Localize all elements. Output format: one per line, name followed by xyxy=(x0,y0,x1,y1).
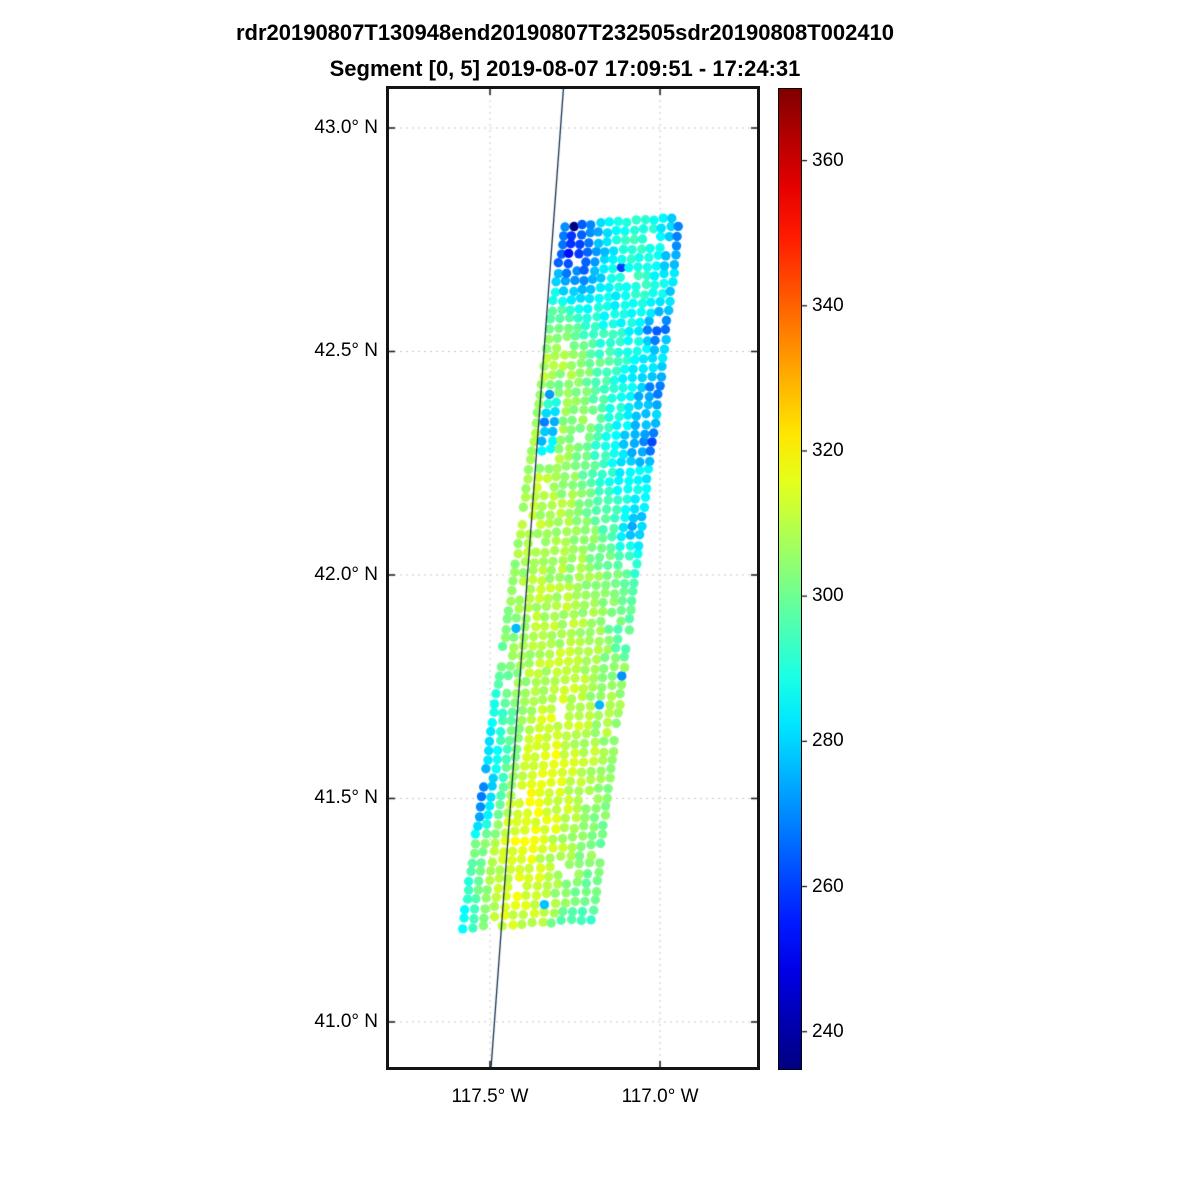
lat-tick-label: 41.5° N xyxy=(314,787,378,809)
colorbar-tick-label: 300 xyxy=(812,585,844,607)
colorbar xyxy=(778,88,802,1070)
lon-tick-label: 117.5° W xyxy=(451,1086,529,1107)
lon-tick-label: 117.0° W xyxy=(621,1086,699,1107)
lat-tick-label: 42.5° N xyxy=(314,340,378,362)
colorbar-tick-label: 280 xyxy=(812,730,844,752)
colorbar-tick-label: 320 xyxy=(812,439,844,461)
colorbar-tick-label: 260 xyxy=(812,875,844,897)
colorbar-tick-label: 340 xyxy=(812,294,844,316)
colorbar-tick-label: 240 xyxy=(812,1020,844,1042)
colorbar-tick-label: 360 xyxy=(812,149,844,171)
lat-tick-label: 42.0° N xyxy=(314,563,378,585)
lat-tick-label: 43.0° N xyxy=(314,117,378,138)
lat-tick-label: 41.0° N xyxy=(314,1010,378,1032)
